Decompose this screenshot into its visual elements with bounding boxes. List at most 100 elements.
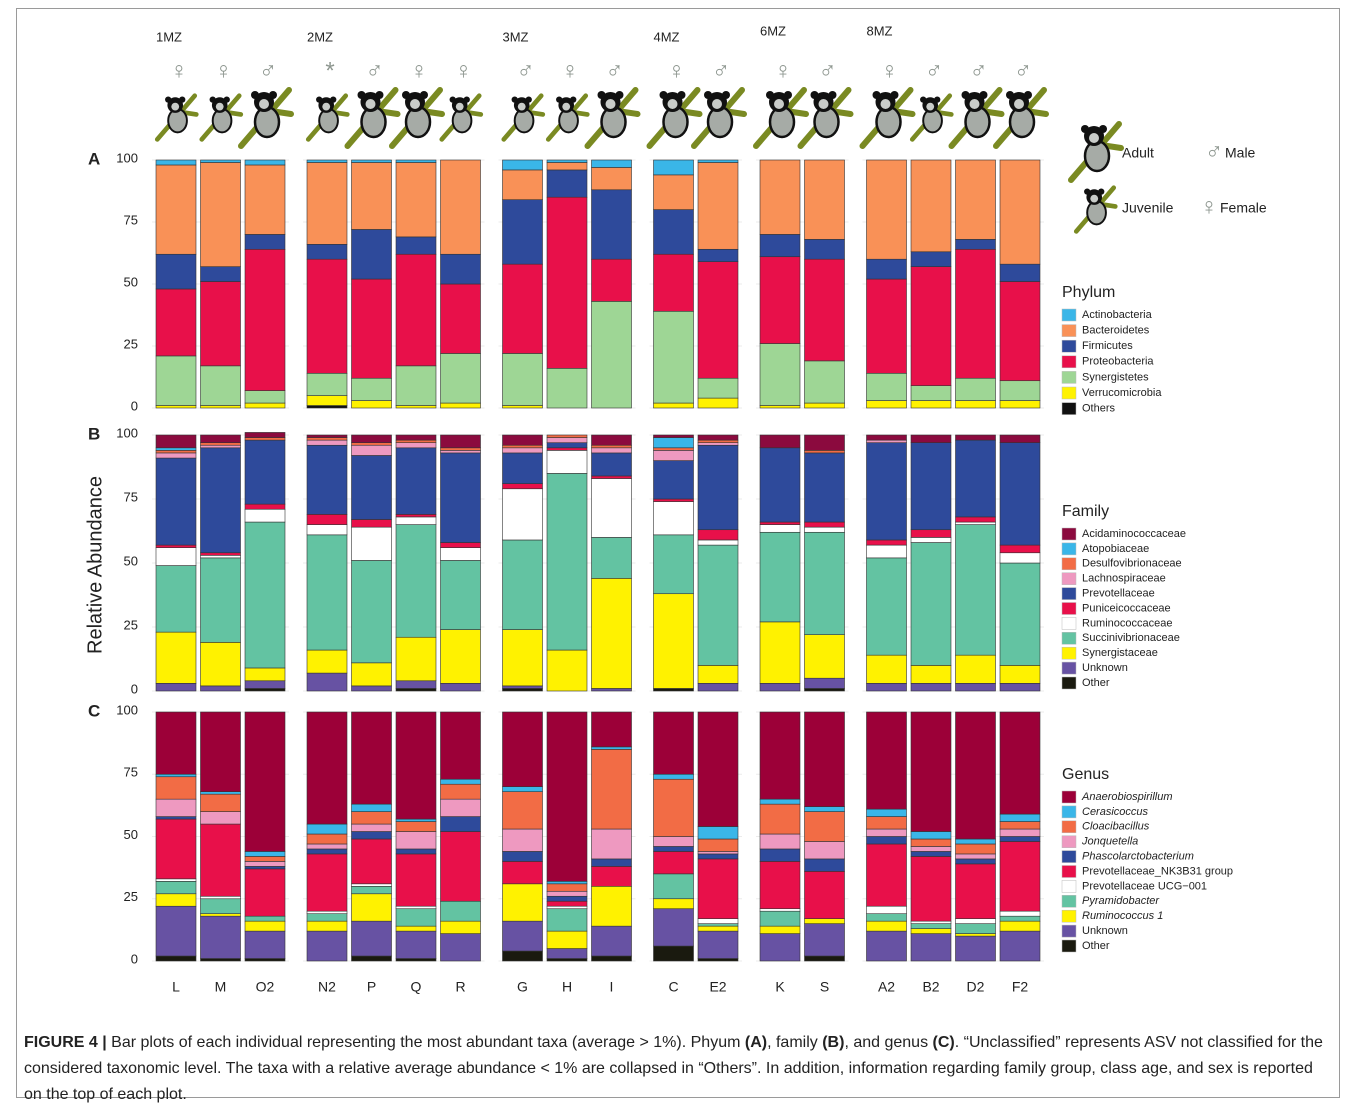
bar-segment: [999, 665, 1041, 684]
bar-segment: [200, 442, 241, 446]
bar-segment: [804, 402, 845, 409]
x-tick-label: N2: [318, 979, 336, 995]
legend-label: Succinivibrionaceae: [1082, 632, 1180, 644]
bar-segment: [244, 390, 286, 404]
bar-segment: [653, 898, 694, 910]
bar-segment: [591, 159, 632, 168]
bar-segment: [804, 452, 845, 523]
bar-segment: [910, 838, 952, 847]
lemur-icon: [859, 87, 916, 149]
bar-segment: [866, 828, 907, 837]
x-tick-label: F2: [1012, 979, 1029, 995]
bar-segment: [955, 933, 996, 937]
face: [365, 99, 376, 109]
ear: [872, 91, 881, 99]
bar-segment: [155, 631, 197, 684]
bar-segment: [200, 162, 241, 267]
bar-segment: [697, 248, 739, 262]
bar-segment: [200, 915, 241, 959]
bar-segment: [200, 405, 241, 409]
bar-segment: [200, 557, 241, 643]
face: [562, 102, 571, 111]
legend-label: Other: [1082, 677, 1110, 689]
bar-segment: [244, 667, 286, 682]
bar-segment: [351, 883, 392, 887]
bar-segment: [591, 444, 632, 449]
bar-segment: [759, 343, 801, 406]
legend-label: Synergistetes: [1082, 371, 1149, 383]
bar-segment: [351, 455, 392, 520]
bar-segment: [502, 861, 543, 885]
y-tick-label: 0: [131, 951, 138, 966]
bar-segment: [546, 442, 588, 449]
bar-segment: [804, 531, 845, 635]
bar-segment: [200, 444, 241, 449]
face: [880, 99, 891, 109]
bar-segment: [697, 442, 739, 446]
bar-segment: [999, 263, 1041, 282]
bar-segment: [804, 955, 845, 962]
sex-symbol: ♂: [925, 57, 943, 84]
ear: [722, 91, 730, 99]
bar-segment: [804, 521, 845, 528]
bar-segment: [351, 831, 392, 840]
bar-segment: [910, 928, 952, 934]
bar-segment: [955, 935, 996, 962]
legend-label: Others: [1082, 403, 1116, 415]
bar-segment: [999, 836, 1041, 842]
bar-segment: [910, 933, 952, 962]
legend-swatch: [1061, 402, 1077, 415]
bar-segment: [502, 434, 543, 446]
bar-segment: [244, 688, 286, 692]
bar-segment: [591, 925, 632, 957]
face: [215, 102, 224, 111]
x-tick-label: Q: [411, 979, 422, 995]
face: [171, 102, 180, 111]
bar-segment: [910, 251, 952, 267]
figure: 1MZ 2MZ 3MZ 4MZ 6MZ 8MZ ♀ L ♀ M ♂ O2 * N2 ♂ P ♀ Q ♀ R ♂ G ♀ H ♂ I…: [84, 23, 1267, 995]
bar-segment: [546, 958, 588, 962]
sex-symbol: ♂: [970, 57, 988, 84]
group-label: 4MZ: [654, 29, 680, 44]
bar-segment: [866, 442, 907, 541]
bar-segment: [502, 786, 543, 792]
bar-segment: [351, 444, 392, 456]
lemur-icon: [501, 93, 546, 142]
bar-segment: [155, 565, 197, 633]
face: [712, 99, 722, 109]
legend-swatch: [1061, 308, 1077, 322]
bar-segment: [306, 439, 348, 446]
ear: [979, 91, 988, 99]
bar-segment: [155, 818, 197, 880]
bar-segment: [395, 253, 437, 367]
ear: [223, 96, 230, 103]
legend-label: Ruminococcaceae: [1082, 617, 1173, 629]
bar-segment: [395, 680, 437, 689]
bar-segment: [910, 920, 952, 924]
bar-segment: [653, 873, 694, 900]
bar-segment: [155, 711, 197, 775]
ear: [597, 91, 606, 99]
ear: [449, 96, 456, 103]
face: [1089, 133, 1099, 143]
legend-swatch: [1061, 895, 1077, 908]
bar-segment: [804, 360, 845, 404]
sex-legend-label: Male: [1225, 145, 1256, 161]
caption-text: . “Unclassified” represents ASV not clas…: [24, 1034, 1323, 1103]
y-axis-label: Relative Abundance: [84, 476, 106, 654]
bar-segment: [546, 434, 588, 438]
x-tick-label: D2: [967, 979, 985, 995]
bar-segment: [155, 816, 197, 820]
bar-segment: [653, 434, 694, 438]
panel-letter: B: [88, 424, 100, 443]
bar-segment: [910, 537, 952, 543]
bar-segment: [395, 818, 437, 822]
bar-segment: [999, 915, 1041, 922]
bar-segment: [395, 711, 437, 820]
group-label: 2MZ: [307, 29, 333, 44]
y-tick-label: 0: [131, 681, 138, 696]
ear: [357, 91, 366, 99]
bar-segment: [910, 831, 952, 840]
bar-segment: [440, 353, 481, 404]
bar-segment: [759, 447, 801, 523]
